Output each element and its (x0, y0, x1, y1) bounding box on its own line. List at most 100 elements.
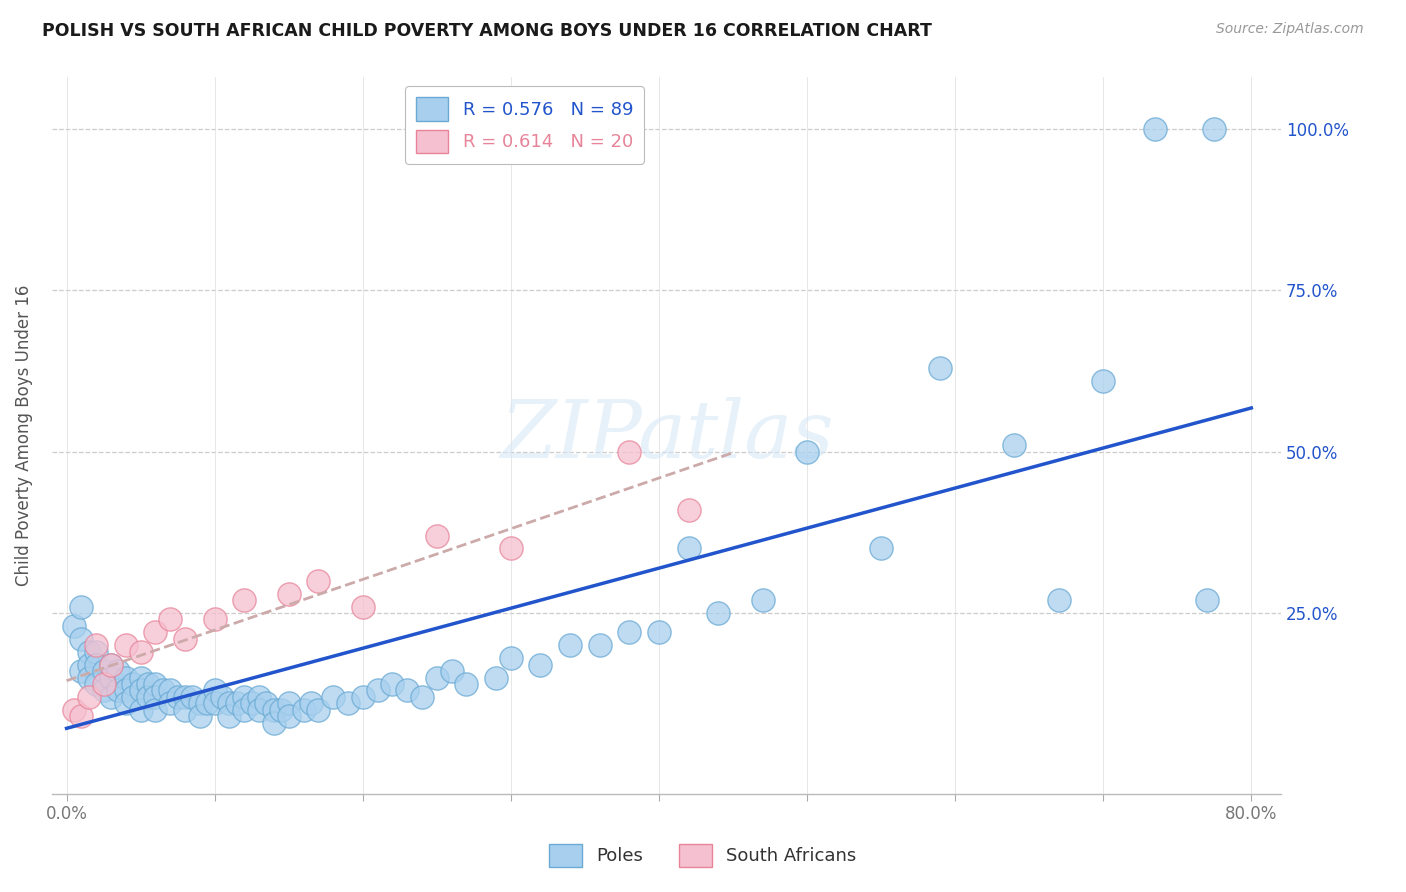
Point (145, 677, 167, 691)
Text: POLISH VS SOUTH AFRICAN CHILD POVERTY AMONG BOYS UNDER 16 CORRELATION CHART: POLISH VS SOUTH AFRICAN CHILD POVERTY AM… (42, 22, 932, 40)
Point (277, 587, 299, 601)
Point (396, 683, 419, 698)
Point (499, 541, 522, 556)
Point (204, 612, 226, 626)
Point (485, 671, 508, 685)
Point (751, 593, 773, 607)
Point (159, 612, 181, 626)
Point (336, 696, 359, 710)
Point (204, 683, 226, 698)
Point (129, 683, 152, 698)
Point (84, 677, 107, 691)
Point (63, 703, 86, 717)
Point (411, 690, 433, 704)
Point (1002, 438, 1025, 452)
Point (589, 638, 612, 652)
Point (145, 703, 167, 717)
Point (426, 671, 449, 685)
Point (114, 696, 136, 710)
Point (114, 671, 136, 685)
Point (426, 528, 449, 542)
Point (218, 696, 240, 710)
Point (204, 696, 226, 710)
Point (77, 645, 100, 659)
Point (240, 696, 263, 710)
Point (114, 683, 136, 698)
Point (1204, 122, 1226, 136)
Point (70, 709, 93, 723)
Point (707, 606, 730, 620)
Point (93, 683, 115, 698)
Point (619, 625, 641, 640)
Point (159, 683, 181, 698)
Point (174, 690, 197, 704)
Point (796, 444, 818, 458)
Point (292, 703, 315, 717)
Point (367, 683, 389, 698)
Point (70, 664, 93, 678)
Point (307, 703, 329, 717)
Point (218, 709, 240, 723)
Point (352, 690, 374, 704)
Point (100, 671, 122, 685)
Point (145, 625, 167, 640)
Point (456, 677, 478, 691)
Point (188, 696, 211, 710)
Point (136, 690, 159, 704)
Point (270, 703, 292, 717)
Point (100, 690, 122, 704)
Point (107, 683, 129, 698)
Point (381, 677, 404, 691)
Point (529, 657, 551, 672)
Point (648, 625, 671, 640)
Point (174, 632, 197, 646)
Point (1047, 593, 1070, 607)
Point (129, 645, 152, 659)
Point (77, 671, 100, 685)
Point (678, 502, 700, 516)
Point (870, 541, 893, 556)
Point (100, 657, 122, 672)
Legend: Poles, South Africans: Poles, South Africans (543, 837, 863, 874)
Y-axis label: Child Poverty Among Boys Under 16: Child Poverty Among Boys Under 16 (15, 285, 32, 586)
Point (263, 703, 285, 717)
Point (93, 677, 115, 691)
Point (247, 690, 270, 704)
Point (678, 541, 700, 556)
Point (1092, 374, 1115, 388)
Point (181, 690, 204, 704)
Point (77, 657, 100, 672)
Point (1144, 122, 1167, 136)
Point (307, 574, 329, 588)
Point (70, 599, 93, 614)
Point (70, 632, 93, 646)
Point (225, 696, 247, 710)
Point (929, 360, 952, 375)
Point (84, 657, 107, 672)
Point (159, 696, 181, 710)
Point (277, 696, 299, 710)
Point (352, 599, 374, 614)
Point (136, 677, 159, 691)
Text: ZIPatlas: ZIPatlas (499, 397, 834, 475)
Point (93, 664, 115, 678)
Point (77, 690, 100, 704)
Point (195, 696, 218, 710)
Legend: R = 0.576   N = 89, R = 0.614   N = 20: R = 0.576 N = 89, R = 0.614 N = 20 (405, 87, 644, 163)
Point (233, 593, 256, 607)
Point (84, 638, 107, 652)
Point (84, 645, 107, 659)
Point (129, 671, 152, 685)
Point (174, 703, 197, 717)
Point (263, 715, 285, 730)
Point (619, 444, 641, 458)
Point (233, 690, 256, 704)
Point (122, 677, 145, 691)
Point (129, 703, 152, 717)
Point (322, 690, 344, 704)
Point (145, 690, 167, 704)
Point (211, 690, 233, 704)
Point (440, 664, 463, 678)
Point (499, 651, 522, 665)
Point (233, 703, 256, 717)
